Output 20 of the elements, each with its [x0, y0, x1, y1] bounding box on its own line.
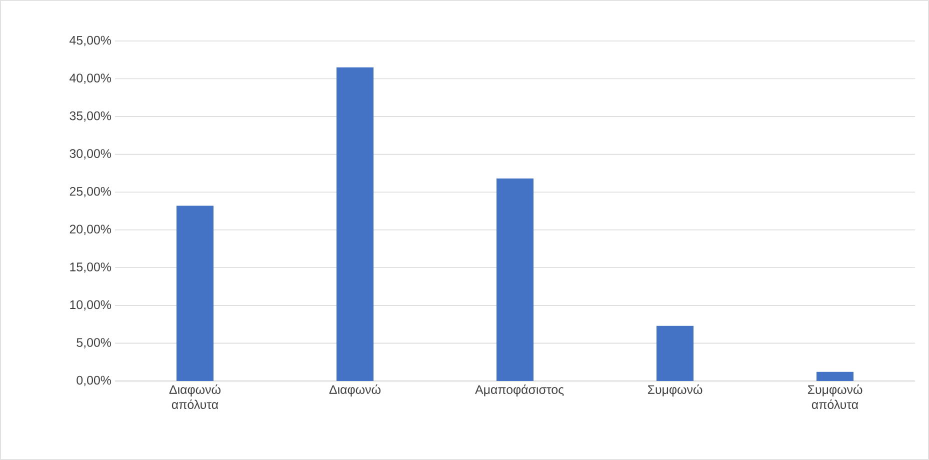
bar: [336, 67, 374, 381]
y-tick-label: 35,00%: [70, 111, 112, 122]
bar: [176, 206, 214, 381]
y-tick-label: 15,00%: [70, 262, 112, 273]
x-tick-label: Διαφωνώ: [329, 384, 381, 396]
y-tick-label: 5,00%: [76, 338, 112, 348]
x-tick-label: Συμφωνώ απόλυτα: [808, 384, 862, 409]
y-tick-label: 40,00%: [70, 74, 112, 84]
y-tick-label: 45,00%: [70, 36, 112, 46]
x-tick-label: Αμαποφάσιστος: [475, 384, 564, 396]
y-tick-label: 25,00%: [70, 186, 112, 198]
x-tick-label: Διαφωνώ απόλυτα: [169, 384, 221, 409]
bar: [816, 372, 854, 381]
x-tick-label: Συμφωνώ: [648, 384, 702, 396]
y-tick-label: 10,00%: [70, 300, 112, 311]
y-tick-label: 30,00%: [70, 149, 112, 160]
y-tick-label: 20,00%: [70, 224, 112, 236]
bar: [656, 326, 694, 381]
bar: [496, 178, 534, 381]
y-tick-label: 0,00%: [76, 376, 112, 386]
